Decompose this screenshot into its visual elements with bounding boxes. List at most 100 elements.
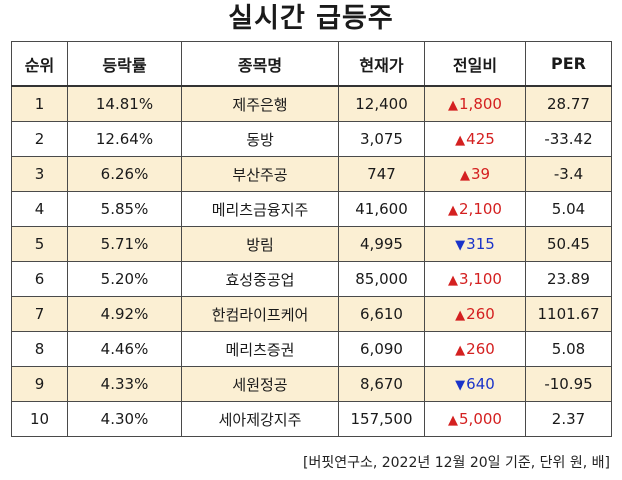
change-value: 39: [470, 165, 491, 183]
rate-cell: 4.33%: [67, 366, 182, 402]
table-row: 2 12.64% 동방 3,075 ▲425 -33.42: [11, 121, 612, 157]
rate-cell: 4.46%: [67, 331, 182, 367]
table-row: 5 5.71% 방림 4,995 ▼315 50.45: [11, 226, 612, 262]
rate-cell: 5.71%: [67, 226, 182, 262]
table-row: 6 5.20% 효성중공업 85,000 ▲3,100 23.89: [11, 261, 612, 297]
change-value: 640: [466, 375, 495, 393]
price-cell: 12,400: [338, 85, 425, 122]
price-cell: 4,995: [338, 226, 425, 262]
rank-cell: 4: [11, 191, 68, 227]
page-title: 실시간 급등주: [228, 3, 394, 34]
rank-cell: 3: [11, 156, 68, 192]
triangle-up-icon: ▲: [448, 98, 459, 113]
change-cell: ▲3,100: [424, 261, 526, 297]
stock-name-cell: 메리츠증권: [181, 331, 339, 367]
change-value: 260: [466, 340, 495, 358]
change-value: 425: [466, 130, 495, 148]
table-row: 7 4.92% 한컴라이프케어 6,610 ▲260 1101.67: [11, 296, 612, 332]
change-cell: ▼640: [424, 366, 526, 402]
triangle-up-icon: ▲: [448, 273, 459, 288]
rate-cell: 12.64%: [67, 121, 182, 157]
table-row: 8 4.46% 메리츠증권 6,090 ▲260 5.08: [11, 331, 612, 367]
change-cell: ▲2,100: [424, 191, 526, 227]
price-cell: 157,500: [338, 401, 425, 437]
change-cell: ▲39: [424, 156, 526, 192]
per-cell: 50.45: [525, 226, 612, 262]
price-cell: 6,090: [338, 331, 425, 367]
rank-cell: 5: [11, 226, 68, 262]
price-cell: 6,610: [338, 296, 425, 332]
change-value: 260: [466, 305, 495, 323]
rank-cell: 8: [11, 331, 68, 367]
change-cell: ▼315: [424, 226, 526, 262]
per-cell: -10.95: [525, 366, 612, 402]
rank-cell: 6: [11, 261, 68, 297]
triangle-up-icon: ▲: [459, 168, 470, 183]
table-body: 1 14.81% 제주은행 12,400 ▲1,800 28.77 2 12.64% 동방 3,0…: [11, 85, 612, 437]
rank-cell: 2: [11, 121, 68, 157]
header-rate: 등락률: [67, 41, 182, 87]
triangle-down-icon: ▼: [455, 238, 466, 253]
header-per: PER: [525, 41, 612, 87]
triangle-up-icon: ▲: [455, 343, 466, 358]
stock-table: 순위 등락률 종목명 현재가 전일비 PER 1 14.81% 제주은행 12,400…: [11, 41, 612, 437]
price-cell: 8,670: [338, 366, 425, 402]
change-value: 315: [466, 235, 495, 253]
change-value: 3,100: [459, 270, 502, 288]
stock-name-cell: 세아제강지주: [181, 401, 339, 437]
source-footnote: [버핏연구소, 2022년 12월 20일 기준, 단위 원, 배]: [302, 455, 610, 471]
triangle-down-icon: ▼: [455, 378, 466, 393]
stock-name-cell: 효성중공업: [181, 261, 339, 297]
header-name: 종목명: [181, 41, 339, 87]
triangle-up-icon: ▲: [455, 308, 466, 323]
per-cell: 1101.67: [525, 296, 612, 332]
change-cell: ▲425: [424, 121, 526, 157]
stock-name-cell: 동방: [181, 121, 339, 157]
rate-cell: 5.85%: [67, 191, 182, 227]
rate-cell: 4.30%: [67, 401, 182, 437]
price-cell: 85,000: [338, 261, 425, 297]
table-row: 3 6.26% 부산주공 747 ▲39 -3.4: [11, 156, 612, 192]
change-value: 1,800: [459, 95, 502, 113]
per-cell: 5.04: [525, 191, 612, 227]
header-change: 전일비: [424, 41, 526, 87]
rate-cell: 5.20%: [67, 261, 182, 297]
per-cell: 2.37: [525, 401, 612, 437]
change-cell: ▲5,000: [424, 401, 526, 437]
rate-cell: 14.81%: [67, 85, 182, 122]
per-cell: -3.4: [525, 156, 612, 192]
stock-name-cell: 메리츠금융지주: [181, 191, 339, 227]
header-price: 현재가: [338, 41, 425, 87]
change-cell: ▲260: [424, 331, 526, 367]
stock-name-cell: 한컴라이프케어: [181, 296, 339, 332]
table-row: 9 4.33% 세원정공 8,670 ▼640 -10.95: [11, 366, 612, 402]
triangle-up-icon: ▲: [455, 133, 466, 148]
rate-cell: 4.92%: [67, 296, 182, 332]
per-cell: 23.89: [525, 261, 612, 297]
stock-name-cell: 방림: [181, 226, 339, 262]
price-cell: 3,075: [338, 121, 425, 157]
triangle-up-icon: ▲: [448, 413, 459, 428]
table-row: 1 14.81% 제주은행 12,400 ▲1,800 28.77: [11, 85, 612, 122]
table-row: 10 4.30% 세아제강지주 157,500 ▲5,000 2.37: [11, 401, 612, 437]
rank-cell: 1: [11, 85, 68, 122]
stock-name-cell: 제주은행: [181, 85, 339, 122]
price-cell: 41,600: [338, 191, 425, 227]
rank-cell: 7: [11, 296, 68, 332]
rank-cell: 9: [11, 366, 68, 402]
per-cell: 28.77: [525, 85, 612, 122]
change-cell: ▲260: [424, 296, 526, 332]
per-cell: -33.42: [525, 121, 612, 157]
change-value: 5,000: [459, 410, 502, 428]
header-rank: 순위: [11, 41, 68, 87]
stock-name-cell: 세원정공: [181, 366, 339, 402]
change-value: 2,100: [459, 200, 502, 218]
per-cell: 5.08: [525, 331, 612, 367]
price-cell: 747: [338, 156, 425, 192]
stock-name-cell: 부산주공: [181, 156, 339, 192]
change-cell: ▲1,800: [424, 85, 526, 122]
rank-cell: 10: [11, 401, 68, 437]
header-row: 순위 등락률 종목명 현재가 전일비 PER: [11, 41, 612, 87]
rate-cell: 6.26%: [67, 156, 182, 192]
table-row: 4 5.85% 메리츠금융지주 41,600 ▲2,100 5.04: [11, 191, 612, 227]
